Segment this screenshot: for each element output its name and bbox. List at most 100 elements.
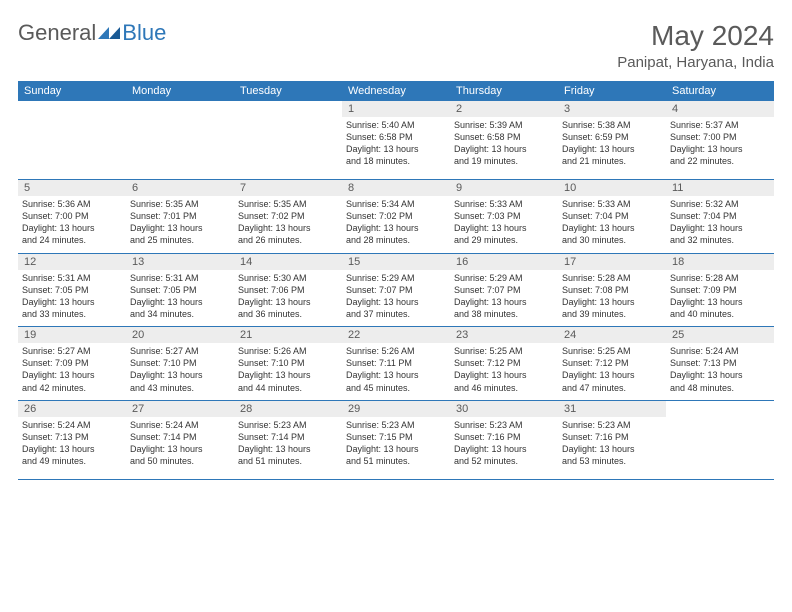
day-number: 5: [18, 180, 126, 196]
info-line: Sunset: 7:10 PM: [130, 357, 230, 369]
info-line: Daylight: 13 hours: [562, 296, 662, 308]
info-line: Sunrise: 5:31 AM: [130, 272, 230, 284]
calendar-cell: 10Sunrise: 5:33 AMSunset: 7:04 PMDayligh…: [558, 180, 666, 254]
info-line: Sunset: 7:03 PM: [454, 210, 554, 222]
info-line: and 50 minutes.: [130, 455, 230, 467]
day-number: 12: [18, 254, 126, 270]
calendar-cell: [234, 101, 342, 180]
day-number: 22: [342, 327, 450, 343]
info-line: Sunset: 7:12 PM: [562, 357, 662, 369]
info-line: and 45 minutes.: [346, 382, 446, 394]
empty-cell: [234, 101, 342, 179]
info-line: Daylight: 13 hours: [130, 222, 230, 234]
info-line: and 47 minutes.: [562, 382, 662, 394]
calendar-cell: 9Sunrise: 5:33 AMSunset: 7:03 PMDaylight…: [450, 180, 558, 254]
day-info: Sunrise: 5:27 AMSunset: 7:09 PMDaylight:…: [18, 345, 126, 400]
info-line: Sunset: 7:02 PM: [238, 210, 338, 222]
calendar-cell: 18Sunrise: 5:28 AMSunset: 7:09 PMDayligh…: [666, 253, 774, 327]
day-info: Sunrise: 5:33 AMSunset: 7:04 PMDaylight:…: [558, 198, 666, 253]
info-line: Sunset: 7:12 PM: [454, 357, 554, 369]
day-info: Sunrise: 5:39 AMSunset: 6:58 PMDaylight:…: [450, 119, 558, 174]
calendar-cell: 21Sunrise: 5:26 AMSunset: 7:10 PMDayligh…: [234, 327, 342, 401]
calendar-cell: 8Sunrise: 5:34 AMSunset: 7:02 PMDaylight…: [342, 180, 450, 254]
brand-logo: General Blue: [18, 20, 166, 46]
info-line: and 51 minutes.: [238, 455, 338, 467]
info-line: Sunrise: 5:36 AM: [22, 198, 122, 210]
day-header-monday: Monday: [126, 81, 234, 101]
info-line: Daylight: 13 hours: [130, 369, 230, 381]
info-line: Sunrise: 5:33 AM: [454, 198, 554, 210]
day-info: Sunrise: 5:24 AMSunset: 7:14 PMDaylight:…: [126, 419, 234, 474]
day-number: 6: [126, 180, 234, 196]
day-number: 2: [450, 101, 558, 117]
info-line: Sunrise: 5:33 AM: [562, 198, 662, 210]
day-header-row: SundayMondayTuesdayWednesdayThursdayFrid…: [18, 81, 774, 101]
calendar-cell: [666, 400, 774, 479]
calendar-cell: [18, 101, 126, 180]
title-block: May 2024 Panipat, Haryana, India: [617, 20, 774, 71]
info-line: and 39 minutes.: [562, 308, 662, 320]
day-number: 18: [666, 254, 774, 270]
info-line: Sunrise: 5:27 AM: [130, 345, 230, 357]
empty-cell: [126, 101, 234, 179]
calendar-cell: 23Sunrise: 5:25 AMSunset: 7:12 PMDayligh…: [450, 327, 558, 401]
info-line: Daylight: 13 hours: [562, 222, 662, 234]
info-line: and 44 minutes.: [238, 382, 338, 394]
day-info: Sunrise: 5:24 AMSunset: 7:13 PMDaylight:…: [666, 345, 774, 400]
day-info: Sunrise: 5:26 AMSunset: 7:10 PMDaylight:…: [234, 345, 342, 400]
info-line: Daylight: 13 hours: [130, 296, 230, 308]
info-line: Sunrise: 5:24 AM: [130, 419, 230, 431]
info-line: Daylight: 13 hours: [22, 296, 122, 308]
info-line: Sunrise: 5:26 AM: [346, 345, 446, 357]
info-line: and 18 minutes.: [346, 155, 446, 167]
day-number: 16: [450, 254, 558, 270]
day-info: Sunrise: 5:30 AMSunset: 7:06 PMDaylight:…: [234, 272, 342, 327]
calendar-cell: 28Sunrise: 5:23 AMSunset: 7:14 PMDayligh…: [234, 400, 342, 479]
info-line: Daylight: 13 hours: [562, 443, 662, 455]
calendar-cell: 2 Sunrise: 5:39 AMSunset: 6:58 PMDaylight…: [450, 101, 558, 180]
info-line: Sunset: 7:10 PM: [238, 357, 338, 369]
day-header-thursday: Thursday: [450, 81, 558, 101]
info-line: Sunrise: 5:23 AM: [562, 419, 662, 431]
info-line: Sunset: 7:13 PM: [670, 357, 770, 369]
info-line: and 28 minutes.: [346, 234, 446, 246]
info-line: Sunrise: 5:23 AM: [238, 419, 338, 431]
info-line: Daylight: 13 hours: [454, 369, 554, 381]
calendar-cell: 16Sunrise: 5:29 AMSunset: 7:07 PMDayligh…: [450, 253, 558, 327]
info-line: Daylight: 13 hours: [346, 369, 446, 381]
brand-text-1: General: [18, 20, 96, 46]
info-line: Sunset: 7:07 PM: [454, 284, 554, 296]
info-line: Sunset: 7:07 PM: [346, 284, 446, 296]
calendar-week-row: 1Sunrise: 5:40 AMSunset: 6:58 PMDaylight…: [18, 101, 774, 180]
empty-cell: [666, 401, 774, 479]
info-line: Sunset: 7:11 PM: [346, 357, 446, 369]
info-line: and 19 minutes.: [454, 155, 554, 167]
info-line: Sunrise: 5:23 AM: [346, 419, 446, 431]
info-line: Sunrise: 5:23 AM: [454, 419, 554, 431]
day-info: Sunrise: 5:23 AMSunset: 7:16 PMDaylight:…: [450, 419, 558, 474]
calendar-cell: 30Sunrise: 5:23 AMSunset: 7:16 PMDayligh…: [450, 400, 558, 479]
calendar-week-row: 19Sunrise: 5:27 AMSunset: 7:09 PMDayligh…: [18, 327, 774, 401]
info-line: Sunrise: 5:28 AM: [670, 272, 770, 284]
calendar-cell: 11Sunrise: 5:32 AMSunset: 7:04 PMDayligh…: [666, 180, 774, 254]
info-line: Daylight: 13 hours: [22, 369, 122, 381]
day-number: 17: [558, 254, 666, 270]
info-line: Daylight: 13 hours: [238, 222, 338, 234]
info-line: and 26 minutes.: [238, 234, 338, 246]
info-line: Daylight: 13 hours: [346, 443, 446, 455]
calendar-cell: 3Sunrise: 5:38 AMSunset: 6:59 PMDaylight…: [558, 101, 666, 180]
info-line: Sunset: 6:58 PM: [454, 131, 554, 143]
info-line: Sunset: 7:06 PM: [238, 284, 338, 296]
day-number: 27: [126, 401, 234, 417]
info-line: and 36 minutes.: [238, 308, 338, 320]
day-header-friday: Friday: [558, 81, 666, 101]
calendar-week-row: 26Sunrise: 5:24 AMSunset: 7:13 PMDayligh…: [18, 400, 774, 479]
info-line: Daylight: 13 hours: [454, 296, 554, 308]
info-line: and 48 minutes.: [670, 382, 770, 394]
day-number: 11: [666, 180, 774, 196]
calendar-cell: 1Sunrise: 5:40 AMSunset: 6:58 PMDaylight…: [342, 101, 450, 180]
day-info: Sunrise: 5:29 AMSunset: 7:07 PMDaylight:…: [342, 272, 450, 327]
calendar-cell: 20Sunrise: 5:27 AMSunset: 7:10 PMDayligh…: [126, 327, 234, 401]
info-line: Sunrise: 5:28 AM: [562, 272, 662, 284]
calendar-cell: 15Sunrise: 5:29 AMSunset: 7:07 PMDayligh…: [342, 253, 450, 327]
